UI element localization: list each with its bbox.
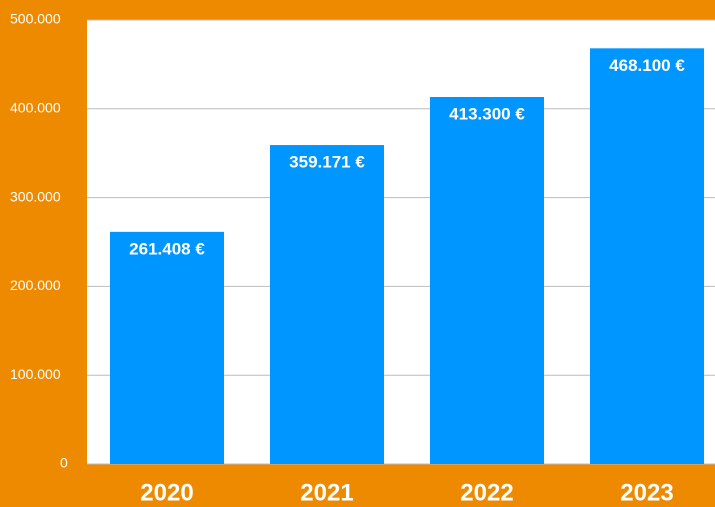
value-label: 413.300 € [449, 104, 525, 123]
x-tick-label: 2020 [140, 479, 193, 506]
x-tick-label: 2023 [620, 479, 673, 506]
bar [110, 231, 224, 464]
value-label: 261.408 € [129, 239, 205, 258]
x-tick-label: 2022 [460, 479, 513, 506]
y-tick-label: 0 [60, 455, 68, 471]
x-tick-label: 2021 [300, 479, 353, 506]
bar [430, 96, 544, 465]
y-tick-label: 300.000 [10, 188, 61, 204]
y-tick-label: 200.000 [10, 277, 61, 293]
y-tick-label: 500.000 [10, 11, 61, 27]
bar [590, 48, 704, 464]
value-label: 359.171 € [289, 153, 365, 172]
bar [270, 145, 384, 464]
value-label: 468.100 € [609, 56, 685, 75]
y-tick-label: 100.000 [10, 366, 61, 382]
y-tick-label: 400.000 [10, 100, 61, 116]
